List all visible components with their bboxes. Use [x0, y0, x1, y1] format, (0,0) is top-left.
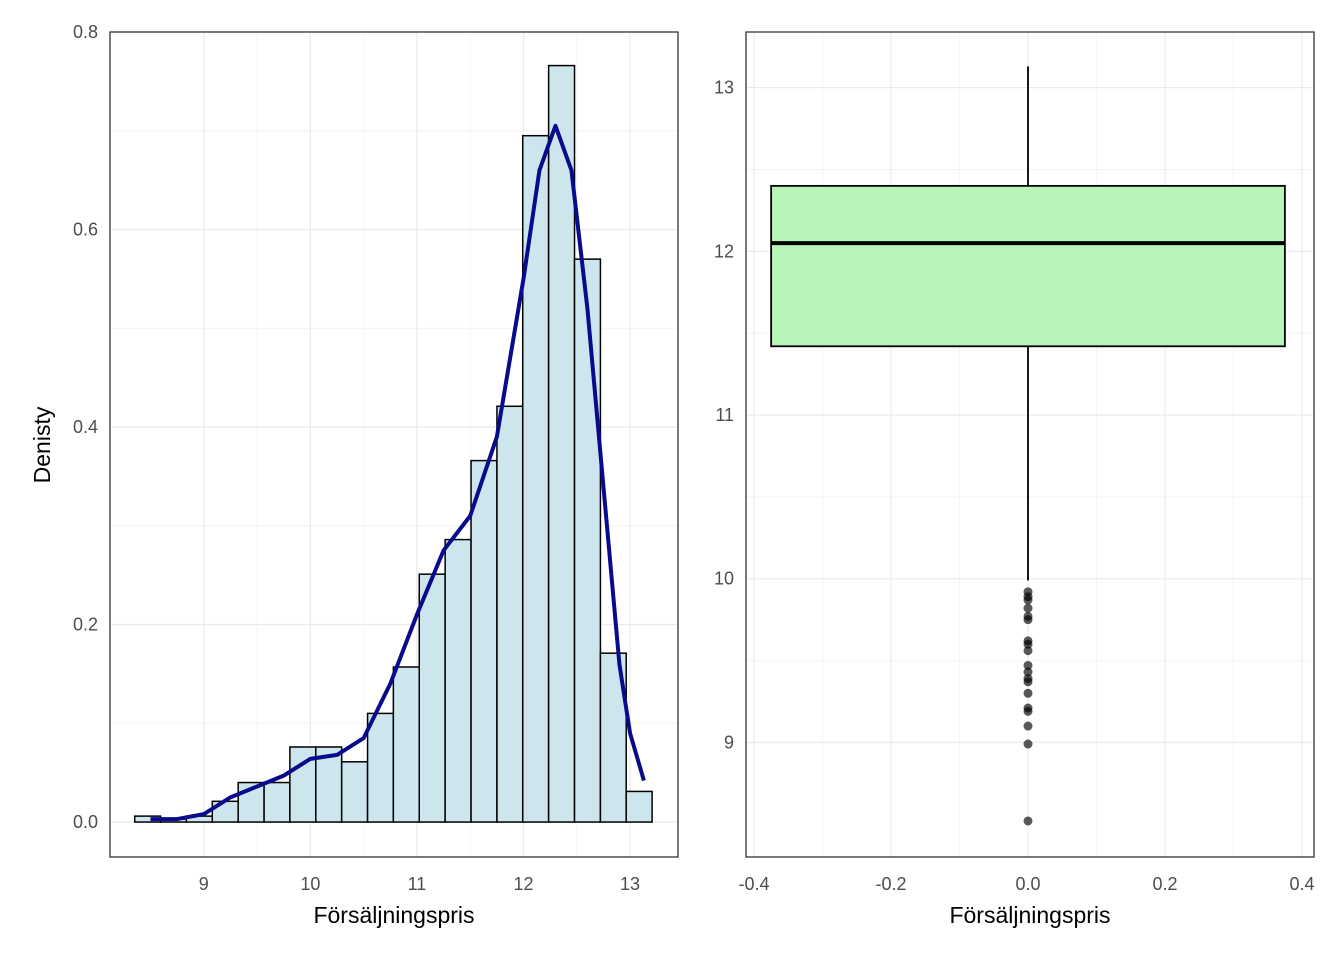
bar [625, 790, 653, 823]
y-tick-label: 0.6 [73, 220, 98, 240]
density-line [150, 123, 646, 822]
y-tick-label: 13 [714, 78, 734, 98]
outlier [1023, 721, 1033, 731]
y-axis-title: Denisty [29, 406, 55, 483]
bar [315, 746, 343, 823]
x-tick-label: 9 [199, 874, 209, 894]
x-tick-label: -0.4 [738, 874, 769, 894]
box [770, 184, 1286, 348]
outlier [1023, 660, 1033, 670]
outlier [1023, 595, 1033, 605]
outlier [1023, 706, 1033, 716]
outlier [1023, 646, 1033, 656]
bar [340, 761, 369, 823]
y-tick-label: 9 [724, 732, 734, 752]
bar [521, 134, 550, 823]
x-tick-label: 0.0 [1015, 874, 1040, 894]
outlier [1023, 816, 1033, 826]
y-tick-label: 0.0 [73, 812, 98, 832]
bar [366, 712, 395, 823]
y-tick-label: 12 [714, 241, 734, 261]
y-tick-label: 0.8 [73, 22, 98, 42]
panel-border [109, 31, 679, 858]
x-tick-label: 13 [620, 874, 640, 894]
bar [263, 781, 291, 823]
outlier [1023, 615, 1033, 625]
y-tick-label: 11 [715, 405, 734, 425]
x-tick-label: 0.4 [1289, 874, 1314, 894]
x-axis-title: Försäljningspris [313, 902, 474, 928]
outlier [1023, 677, 1033, 687]
x-tick-label: -0.2 [875, 874, 906, 894]
y-tick-label: 10 [714, 569, 734, 589]
bar [547, 64, 576, 823]
bar [418, 573, 446, 823]
bar [573, 258, 602, 823]
x-tick-label: 10 [300, 874, 320, 894]
x-tick-label: 0.2 [1152, 874, 1177, 894]
bar [470, 459, 498, 823]
x-tick-label: 11 [408, 874, 427, 894]
x-tick-label: 12 [513, 874, 533, 894]
outlier [1023, 639, 1033, 649]
outlier [1023, 739, 1033, 749]
bar [444, 538, 472, 823]
x-axis-title: Försäljningspris [949, 902, 1110, 928]
outlier [1023, 667, 1033, 677]
bar [496, 405, 524, 823]
y-tick-label: 0.4 [73, 417, 98, 437]
y-tick-label: 0.2 [73, 615, 98, 635]
outlier [1023, 603, 1033, 613]
outlier [1023, 688, 1033, 698]
panel-border [745, 31, 1315, 858]
bar [392, 666, 421, 823]
